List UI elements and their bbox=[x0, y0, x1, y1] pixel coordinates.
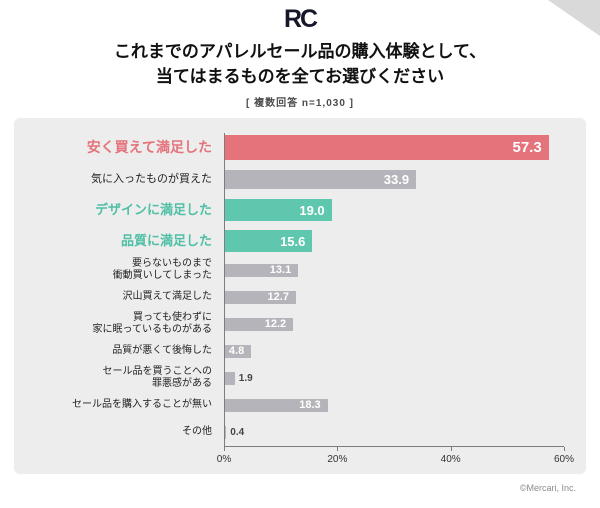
chart-title-line2: 当てはまるものを全てお選びください bbox=[155, 67, 445, 86]
bar-value: 12.7 bbox=[267, 291, 289, 303]
bar-label: その他 bbox=[182, 425, 212, 437]
x-axis: 0% 20% 40% 60% bbox=[24, 445, 574, 468]
bar-track: 18.3 bbox=[224, 398, 564, 412]
chart-row: 気に入ったものが買えた 33.9 bbox=[24, 165, 564, 195]
chart-body: 安く買えて満足した 57.3 気に入ったものが買えた 33.9 デザインに満足した 19.… bbox=[24, 131, 574, 468]
bar-value: 18.3 bbox=[299, 399, 321, 411]
bar-track: 1.9 bbox=[224, 371, 564, 385]
bar-value: 19.0 bbox=[299, 202, 325, 218]
header: RC これまでのアパレルセール品の購入体験として、 当てはまるものを全てお選びく… bbox=[0, 0, 600, 109]
x-axis-tick-label: 40% bbox=[440, 453, 461, 465]
chart-row: 品質に満足した 15.6 bbox=[24, 226, 564, 257]
chart-row: 品質が悪くて後悔した 4.8 bbox=[24, 338, 564, 365]
chart-title-line1: これまでのアパレルセール品の購入体験として、 bbox=[113, 41, 487, 61]
chart-row: その他 0.4 bbox=[24, 419, 564, 446]
y-axis-line bbox=[224, 132, 225, 447]
bar-label: 安く買えて満足した bbox=[86, 138, 212, 155]
chart-row: 沢山買えて満足した 12.7 bbox=[24, 284, 564, 311]
x-axis-tick bbox=[337, 446, 339, 451]
bar-value: 12.2 bbox=[264, 318, 287, 330]
bar bbox=[224, 371, 235, 385]
chart-row: セール品を購入することが無い 18.3 bbox=[24, 392, 564, 419]
chart-title: これまでのアパレルセール品の購入体験として、 当てはまるものを全てお選びください bbox=[0, 39, 600, 90]
bar-track: 57.3 bbox=[224, 135, 564, 160]
bar: 57.3 bbox=[224, 135, 549, 160]
x-axis-tick bbox=[450, 446, 452, 451]
bar-track: 12.2 bbox=[224, 317, 564, 331]
x-axis-tick bbox=[564, 446, 565, 451]
bar-label: セール品を買うことへの 罪悪感がある bbox=[102, 365, 213, 390]
bar-label: デザインに満足した bbox=[94, 201, 212, 217]
chart-row: 買っても使わずに 家に眠っているものがある 12.2 bbox=[24, 311, 564, 338]
bar: 13.1 bbox=[224, 263, 299, 277]
bar-track: 12.7 bbox=[224, 290, 564, 304]
bar: 12.2 bbox=[224, 317, 294, 331]
x-axis-tick-label: 60% bbox=[553, 453, 575, 465]
bar: 4.8 bbox=[224, 344, 252, 358]
chart-row: セール品を買うことへの 罪悪感がある 1.9 bbox=[24, 365, 564, 392]
x-axis-tick bbox=[224, 446, 225, 451]
bar bbox=[224, 425, 227, 439]
bar-value: 57.3 bbox=[512, 139, 542, 156]
bar-label: 品質に満足した bbox=[120, 232, 212, 248]
bar-value: 0.4 bbox=[230, 426, 245, 438]
bar-label: 要らないものまで 衝動買いしてしまった bbox=[112, 257, 212, 282]
bar-track: 15.6 bbox=[224, 230, 564, 252]
bar-label: 買っても使わずに 家に眠っているものがある bbox=[92, 311, 213, 336]
bar: 15.6 bbox=[224, 230, 313, 252]
x-axis-tick-label: 20% bbox=[327, 453, 348, 465]
bar-value: 15.6 bbox=[280, 233, 306, 249]
bar-track: 13.1 bbox=[224, 263, 564, 277]
chart-row: デザインに満足した 19.0 bbox=[24, 195, 564, 226]
chart-rows: 安く買えて満足した 57.3 気に入ったものが買えた 33.9 デザインに満足した 19.… bbox=[24, 131, 564, 446]
chart-subtitle: [ 複数回答 n=1,030 ] bbox=[246, 97, 354, 109]
bar-track: 19.0 bbox=[224, 199, 564, 221]
bar-value: 4.8 bbox=[228, 345, 245, 357]
bar-track: 0.4 bbox=[224, 425, 564, 439]
bar-track: 4.8 bbox=[224, 344, 564, 358]
chart-panel: 安く買えて満足した 57.3 気に入ったものが買えた 33.9 デザインに満足した 19.… bbox=[14, 117, 586, 474]
bar-label: 沢山買えて満足した bbox=[122, 290, 213, 302]
x-axis-spacer bbox=[24, 446, 224, 468]
bar-label: 気に入ったものが買えた bbox=[91, 172, 212, 185]
rc-logo: RC bbox=[283, 5, 318, 33]
chart-row: 安く買えて満足した 57.3 bbox=[24, 131, 564, 165]
bar-value: 33.9 bbox=[383, 172, 410, 187]
bar-value: 13.1 bbox=[269, 264, 292, 276]
bar-label: セール品を購入することが無い bbox=[72, 398, 212, 410]
bar: 33.9 bbox=[224, 170, 417, 189]
footer-credit: ©Mercari, Inc. bbox=[519, 482, 576, 493]
bar-value: 1.9 bbox=[238, 372, 253, 384]
bar-track: 33.9 bbox=[224, 170, 564, 189]
bar-label: 品質が悪くて後悔した bbox=[112, 344, 212, 356]
chart-row: 要らないものまで 衝動買いしてしまった 13.1 bbox=[24, 257, 564, 284]
bar: 19.0 bbox=[224, 199, 332, 221]
bar: 12.7 bbox=[224, 290, 296, 304]
x-axis-tick-label: 0% bbox=[216, 453, 232, 465]
x-axis-track: 0% 20% 40% 60% bbox=[217, 445, 574, 468]
bar: 18.3 bbox=[224, 398, 328, 412]
